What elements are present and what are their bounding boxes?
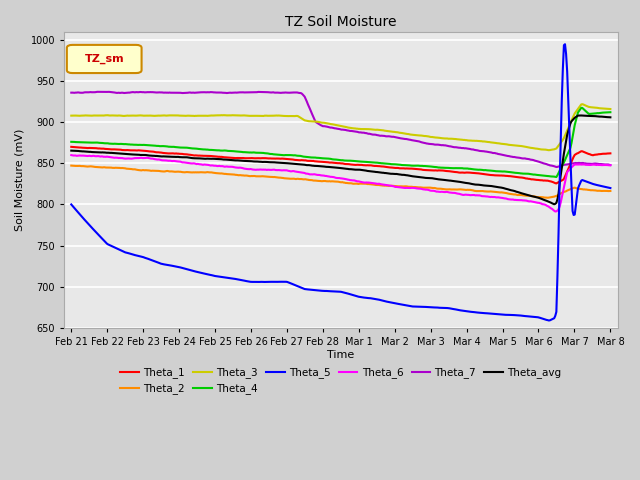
Y-axis label: Soil Moisture (mV): Soil Moisture (mV): [15, 129, 25, 231]
Title: TZ Soil Moisture: TZ Soil Moisture: [285, 15, 397, 29]
Text: TZ_sm: TZ_sm: [84, 54, 124, 64]
Legend: Theta_1, Theta_2, Theta_3, Theta_4, Theta_5, Theta_6, Theta_7, Theta_avg: Theta_1, Theta_2, Theta_3, Theta_4, Thet…: [116, 363, 566, 398]
FancyBboxPatch shape: [67, 45, 141, 73]
X-axis label: Time: Time: [327, 350, 355, 360]
